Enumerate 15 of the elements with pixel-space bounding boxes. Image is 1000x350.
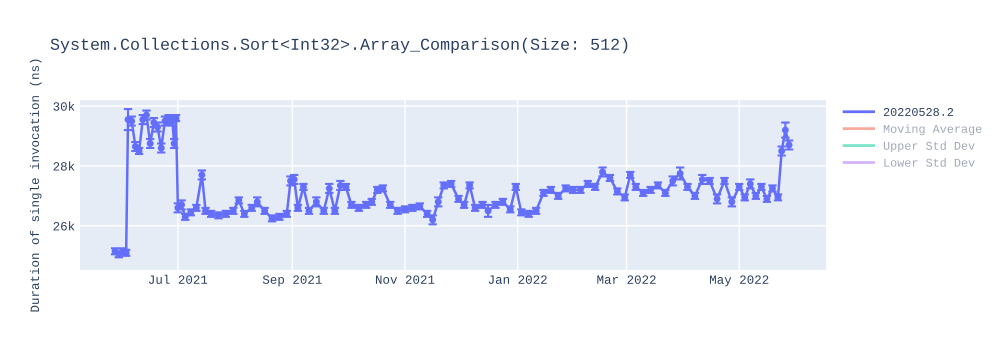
y-axis-title: Duration of single invocation (ns) xyxy=(30,60,42,312)
x-tick-label: Sep 2021 xyxy=(262,275,322,286)
chart-title: System.Collections.Sort<Int32>.Array_Comparison(Size: 512) xyxy=(50,38,628,54)
legend-label: Upper Std Dev xyxy=(884,141,975,152)
y-tick-label: 28k xyxy=(54,161,75,171)
x-tick-label: Mar 2022 xyxy=(597,275,656,284)
x-tick-label: Jan 2022 xyxy=(488,275,547,284)
legend-label: 20220528.2 xyxy=(884,108,954,116)
x-tick-label: Jul 2021 xyxy=(148,274,208,284)
x-tick-label: Nov 2021 xyxy=(376,275,434,284)
legend-label: Lower Std Dev xyxy=(884,158,975,167)
y-tick-label: 26k xyxy=(54,221,75,230)
y-tick-label: 30k xyxy=(53,102,75,111)
legend-label: Moving Average xyxy=(884,124,982,136)
x-tick-label: May 2022 xyxy=(710,275,768,286)
